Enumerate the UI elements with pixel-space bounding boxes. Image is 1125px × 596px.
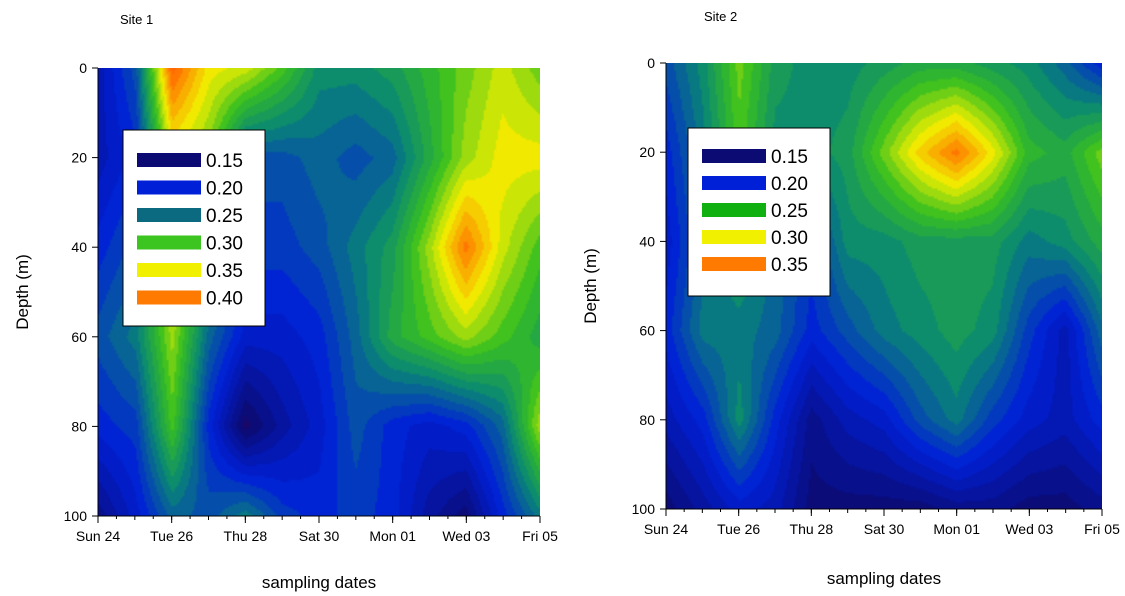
legend-swatch [137, 290, 201, 305]
x-axis-title: sampling dates [262, 573, 376, 592]
y-tick-label: 0 [79, 60, 87, 76]
legend-label: 0.30 [206, 234, 243, 255]
legend: 0.15 0.20 0.25 0.30 0.35 0.40 [122, 129, 266, 327]
y-axis-title: Depth (m) [581, 248, 600, 324]
legend-swatch [702, 149, 766, 163]
site1-contour-chart: Site 1 0 20 40 60 80 100 Sun 24 Tue 26 Thu 28 Sat … [13, 12, 558, 592]
x-tick-label: Fri 05 [522, 528, 558, 544]
x-tick-label: Mon 01 [933, 521, 980, 537]
legend: 0.15 0.20 0.25 0.30 0.35 [687, 127, 831, 297]
y-tick-label: 20 [71, 150, 87, 166]
legend-label: 0.40 [206, 289, 243, 310]
x-axis-title: sampling dates [827, 569, 941, 588]
y-tick-label: 20 [639, 144, 655, 160]
x-tick-label: Tue 26 [717, 521, 760, 537]
legend-swatch [137, 153, 201, 167]
x-tick-label: Sun 24 [76, 528, 121, 544]
y-tick-label: 60 [71, 329, 87, 345]
y-tick-label: 80 [71, 418, 87, 434]
legend-label: 0.20 [771, 174, 808, 195]
y-axis-title: Depth (m) [13, 254, 32, 330]
x-tick-label: Thu 28 [224, 528, 268, 544]
x-tick-label: Wed 03 [442, 528, 490, 544]
legend-label: 0.15 [206, 151, 243, 172]
legend-swatch [137, 235, 201, 250]
x-tick-label: Mon 01 [369, 528, 416, 544]
legend-swatch [702, 176, 766, 190]
x-tick-label: Sun 24 [644, 521, 689, 537]
site2-contour-chart: Site 2 0 20 40 60 80 100 Sun 24 Tue 26 Thu 28 Sat … [581, 9, 1120, 588]
legend-swatch [137, 180, 201, 195]
legend-label: 0.35 [771, 255, 808, 276]
y-tick-label: 40 [639, 233, 655, 249]
chart-title: Site 1 [120, 12, 153, 27]
legend-swatch [702, 230, 766, 244]
x-tick-label: Sat 30 [864, 521, 905, 537]
legend-label: 0.15 [771, 147, 808, 168]
legend-label: 0.30 [771, 228, 808, 249]
y-tick-label: 0 [647, 55, 655, 71]
x-tick-label: Wed 03 [1005, 521, 1053, 537]
y-tick-label: 80 [639, 412, 655, 428]
x-tick-label: Fri 05 [1084, 521, 1120, 537]
x-tick-label: Tue 26 [150, 528, 193, 544]
legend-label: 0.20 [206, 179, 243, 200]
legend-swatch [137, 208, 201, 222]
legend-swatch [137, 263, 201, 277]
chart-title: Site 2 [704, 9, 737, 24]
x-tick-label: Sat 30 [299, 528, 340, 544]
legend-swatch [702, 257, 766, 271]
y-tick-label: 40 [71, 239, 87, 255]
y-tick-label: 100 [64, 508, 88, 524]
y-tick-label: 100 [632, 501, 656, 517]
legend-label: 0.25 [206, 206, 243, 227]
legend-label: 0.25 [771, 201, 808, 222]
legend-swatch [702, 203, 766, 217]
y-tick-label: 60 [639, 323, 655, 339]
x-tick-label: Thu 28 [790, 521, 834, 537]
legend-label: 0.35 [206, 261, 243, 282]
